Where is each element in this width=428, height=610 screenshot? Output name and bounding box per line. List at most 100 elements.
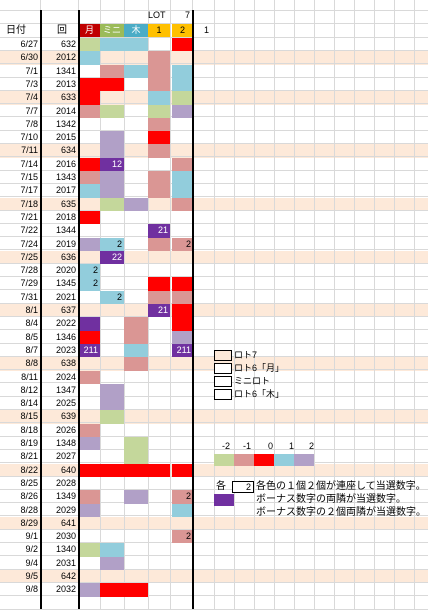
number-cell xyxy=(79,477,100,490)
row-round: 1340 xyxy=(55,544,76,554)
number-cell xyxy=(124,357,148,371)
number-cell xyxy=(100,384,124,397)
number-cell xyxy=(79,570,100,583)
number-cell xyxy=(172,224,193,238)
lot-label: LOT xyxy=(148,10,166,20)
row-round: 2032 xyxy=(55,584,76,594)
number-cell xyxy=(100,144,124,158)
number-cell xyxy=(172,198,193,211)
grid-hline xyxy=(0,409,428,410)
seven-label: 7 xyxy=(185,10,191,20)
number-cell xyxy=(79,490,100,504)
number-cell xyxy=(79,397,100,410)
header-moku: 木 xyxy=(124,24,148,37)
number-cell xyxy=(124,131,148,144)
number-cell xyxy=(79,583,100,597)
number-cell xyxy=(148,171,170,184)
number-cell xyxy=(148,530,170,543)
number-cell xyxy=(100,331,124,344)
number-cell xyxy=(172,118,193,131)
number-cell xyxy=(148,78,170,91)
number-cell xyxy=(148,424,170,437)
row-round: 640 xyxy=(60,465,76,475)
row-date: 7/31 xyxy=(20,292,38,302)
scale-label-m1: -1 xyxy=(243,441,252,451)
number-cell xyxy=(124,557,148,570)
grid-vline xyxy=(214,0,215,609)
number-cell xyxy=(124,304,148,317)
separator-line xyxy=(40,10,42,609)
grid-hline xyxy=(0,476,428,477)
number-cell xyxy=(124,51,148,65)
row-round: 2018 xyxy=(55,212,76,222)
grid-vline xyxy=(354,0,355,609)
row-date: 7/29 xyxy=(20,278,38,288)
number-cell xyxy=(79,264,100,277)
extra-header: 1 xyxy=(204,25,210,35)
grid-hline xyxy=(0,276,428,277)
number-cell xyxy=(172,570,193,583)
number-cell xyxy=(124,198,148,211)
number-cell xyxy=(124,238,148,251)
number-cell xyxy=(148,504,170,517)
grid-vline xyxy=(124,0,125,609)
note-consecutive: 各色の１個２個が連座して当選数字。 xyxy=(256,481,426,492)
row-round: 637 xyxy=(60,305,76,315)
number-cell xyxy=(79,184,100,198)
number-cell xyxy=(124,570,148,583)
number-cell xyxy=(79,543,100,557)
row-round: 632 xyxy=(60,39,76,49)
number-cell xyxy=(124,211,148,224)
number-cell xyxy=(100,264,124,277)
number-cell xyxy=(100,424,124,437)
number-cell xyxy=(148,517,170,530)
number-cell xyxy=(124,530,148,543)
row-date: 7/25 xyxy=(20,252,38,262)
number-cell xyxy=(148,557,170,570)
row-date: 7/7 xyxy=(25,106,38,116)
number-cell xyxy=(124,91,148,105)
number-cell xyxy=(79,464,100,477)
row-date: 7/14 xyxy=(20,159,38,169)
number-cell xyxy=(172,464,193,477)
grid-hline xyxy=(0,236,428,237)
number-cell xyxy=(79,277,100,291)
row-date: 8/19 xyxy=(20,438,38,448)
number-cell xyxy=(172,105,193,118)
number-cell xyxy=(148,490,170,504)
number-cell xyxy=(100,410,124,424)
row-date: 7/11 xyxy=(21,145,38,155)
number-cell xyxy=(124,477,148,490)
number-cell xyxy=(100,251,124,264)
legend-swatch-loto7 xyxy=(214,350,232,361)
number-cell xyxy=(172,477,193,490)
number-cell xyxy=(79,384,100,397)
number-cell xyxy=(172,450,193,464)
number-cell xyxy=(100,357,124,371)
number-cell xyxy=(79,437,100,450)
number-cell xyxy=(148,198,170,211)
number-cell xyxy=(100,304,124,317)
row-date: 8/25 xyxy=(20,478,38,488)
number-cell xyxy=(124,105,148,118)
number-cell xyxy=(79,291,100,304)
number-cell xyxy=(148,357,170,371)
number-cell xyxy=(148,304,170,317)
row-round: 639 xyxy=(60,411,76,421)
row-round: 2026 xyxy=(55,425,76,435)
row-round: 1344 xyxy=(55,225,76,235)
row-round: 2022 xyxy=(55,318,76,328)
row-date: 7/24 xyxy=(20,239,38,249)
number-cell xyxy=(124,410,148,424)
scale-swatch-p2 xyxy=(294,454,314,466)
number-cell xyxy=(172,211,193,224)
number-cell xyxy=(79,118,100,131)
note-bonus-neighbors: ボーナス数字の両隣が当選数字。 xyxy=(256,494,406,505)
number-cell xyxy=(148,118,170,131)
grid-hline xyxy=(0,90,428,91)
number-cell xyxy=(148,583,170,597)
row-round: 2020 xyxy=(55,265,76,275)
number-cell xyxy=(172,51,193,65)
grid-hline xyxy=(0,183,428,184)
grid-hline xyxy=(0,542,428,543)
